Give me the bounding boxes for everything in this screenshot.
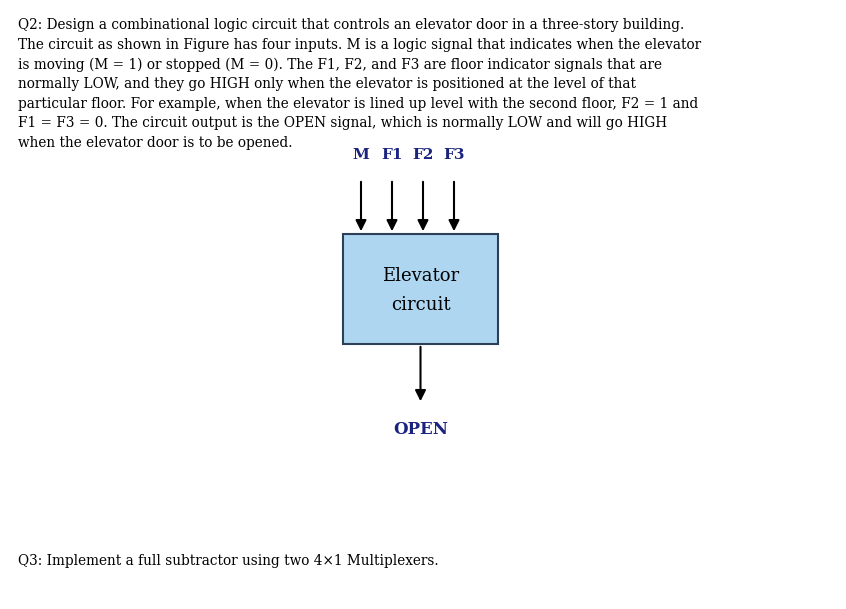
Text: Q3: Implement a full subtractor using two 4×1 Multiplexers.: Q3: Implement a full subtractor using tw… <box>18 554 438 568</box>
Text: F2: F2 <box>412 148 434 162</box>
Text: circuit: circuit <box>391 297 450 314</box>
Text: M: M <box>353 148 370 162</box>
Text: F1: F1 <box>382 148 403 162</box>
Text: F3: F3 <box>443 148 464 162</box>
Text: OPEN: OPEN <box>393 421 448 438</box>
Text: Q2: Design a combinational logic circuit that controls an elevator door in a thr: Q2: Design a combinational logic circuit… <box>18 18 701 150</box>
Text: Elevator: Elevator <box>382 267 459 285</box>
Bar <box>343 234 498 344</box>
